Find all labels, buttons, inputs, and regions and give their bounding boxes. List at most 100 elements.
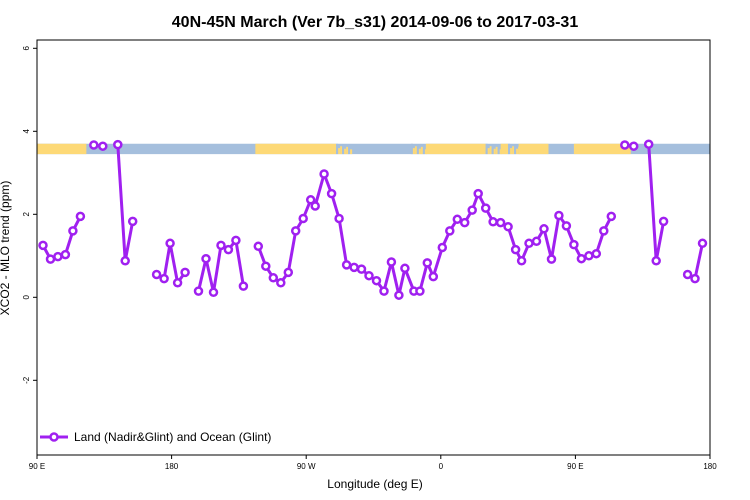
data-point-8-2 [697,238,708,249]
data-point-2-1 [120,256,130,266]
x-tick-label-5: 180 [703,462,717,471]
data-point-1-1 [98,141,108,151]
data-point-5-30 [473,188,483,199]
data-point-5-10 [326,188,337,199]
data-point-5-48 [606,211,617,222]
band-coast-span-3 [508,143,521,155]
data-point-4-0 [193,286,204,296]
data-point-7-0 [643,139,654,149]
data-point-5-23 [422,258,433,268]
data-point-8-1 [690,273,700,284]
data-point-5-4 [283,267,294,278]
data-point-5-34 [503,221,513,232]
y-axis-label: XCO2 - MLO trend (ppm) [0,181,12,316]
chart-title: 40N-45N March (Ver 7b_s31) 2014-09-06 to… [172,14,579,31]
data-point-4-2 [208,287,219,298]
data-point-5-13 [349,262,359,273]
band-coast-span-1 [410,143,427,155]
data-point-5-44 [576,253,587,264]
data-point-8-0 [682,269,693,280]
x-tick-label-0: 90 E [29,462,45,471]
data-point-5-8 [310,201,320,211]
plot-area-border [36,39,711,456]
data-point-5-3 [276,278,286,288]
band-ocean [37,143,710,155]
data-point-3-2 [165,238,175,249]
data-point-6-1 [628,141,639,151]
band-land-span-3 [500,143,509,155]
data-point-5-6 [298,213,308,224]
data-point-3-0 [151,269,162,280]
data-point-5-22 [415,286,425,296]
data-point-0-2 [53,251,63,262]
data-point-5-45 [584,251,594,261]
x-tick-label-4: 90 E [567,462,583,471]
series-line-segment-7 [647,144,666,263]
data-point-5-15 [364,270,374,281]
band-land-span-2 [425,143,486,155]
data-point-4-6 [238,281,249,291]
data-point-4-4 [223,244,234,255]
data-point-0-0 [38,240,48,251]
data-point-5-35 [510,244,521,255]
band-land-span-0 [37,143,87,155]
data-point-5-5 [290,226,301,236]
data-point-5-42 [561,221,572,231]
data-point-5-36 [516,256,527,266]
y-tick-label-1: 0 [22,295,31,300]
data-point-0-4 [68,226,78,236]
data-point-5-41 [554,210,564,221]
data-point-0-3 [60,249,71,260]
series-line-segment-2 [116,144,135,263]
data-point-4-1 [201,253,211,264]
data-point-5-18 [386,257,397,267]
band-land-span-4 [518,143,549,155]
band-land-span-1 [255,143,337,155]
data-point-2-0 [113,139,123,150]
data-point-5-12 [341,260,352,270]
data-point-1-0 [89,140,99,150]
band-coast-span-2 [485,143,502,155]
data-point-5-33 [495,217,506,228]
data-point-5-17 [379,286,389,296]
data-point-3-3 [172,278,183,288]
data-point-5-29 [467,205,477,215]
x-tick-label-3: 0 [439,462,444,471]
data-point-5-11 [334,213,344,224]
data-point-7-2 [658,216,669,227]
data-point-5-28 [459,217,470,228]
data-point-7-1 [651,256,661,266]
x-axis: 90 E 180 90 W 0 90 E 180 [29,455,717,471]
data-point-5-38 [531,236,542,247]
data-point-5-26 [445,226,455,236]
surface-type-band [37,143,710,155]
data-point-6-0 [620,140,630,150]
data-point-3-1 [159,273,169,284]
series-land-ocean [38,139,708,300]
data-point-5-14 [356,264,367,274]
data-point-4-5 [231,235,241,246]
band-coast-span-0 [336,143,353,155]
data-point-5-37 [524,238,534,249]
data-point-5-19 [394,290,404,300]
x-axis-label: Longitude (deg E) [327,477,422,491]
y-axis: -2 0 2 4 6 [22,46,37,384]
data-point-5-25 [437,242,448,253]
data-point-5-9 [319,169,329,179]
data-point-5-31 [480,203,491,213]
legend-label: Land (Nadir&Glint) and Ocean (Glint) [74,430,271,444]
data-point-5-2 [268,273,279,283]
data-point-3-4 [180,267,190,278]
data-point-5-0 [253,241,264,252]
legend-marker [49,432,59,442]
data-point-5-20 [400,263,410,274]
data-point-5-47 [599,226,609,236]
y-tick-label-0: -2 [22,376,31,384]
data-point-5-16 [371,275,382,286]
data-point-5-40 [546,254,557,264]
x-tick-label-2: 90 W [297,462,316,471]
legend: Land (Nadir&Glint) and Ocean (Glint) [40,430,271,444]
band-land-span-5 [573,143,631,155]
y-tick-label-3: 4 [22,129,31,134]
